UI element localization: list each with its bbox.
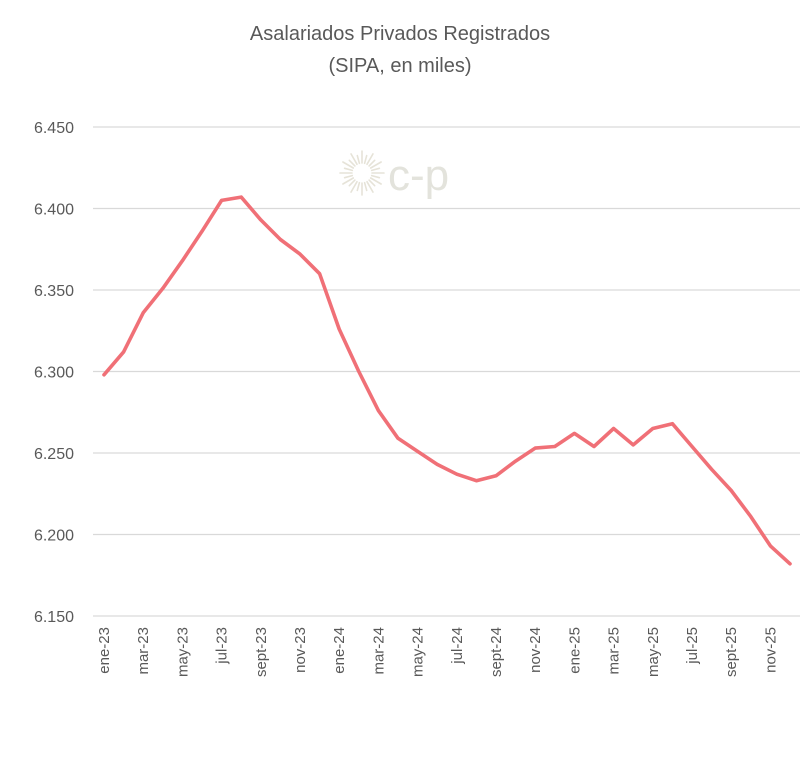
data-point (768, 544, 772, 548)
sun-ray (356, 154, 361, 165)
data-point (690, 445, 694, 448)
y-tick-label: 6.400 (34, 202, 74, 219)
data-point (670, 422, 674, 426)
sun-ray (356, 181, 361, 192)
watermark-text: c-p (388, 151, 449, 200)
x-tick-label: may-25 (645, 627, 662, 677)
sun-ray (343, 174, 354, 179)
chart-title: Asalariados Privados Registrados (250, 23, 550, 45)
data-point (533, 446, 537, 450)
data-point (161, 286, 165, 290)
x-tick-label: sept-24 (488, 627, 505, 677)
data-point (612, 427, 616, 430)
sun-ray (348, 179, 356, 187)
sun-ray (350, 153, 358, 166)
y-tick-label: 6.250 (34, 446, 74, 463)
x-tick-label: jul-24 (449, 627, 466, 665)
x-tick-label: may-24 (410, 627, 427, 677)
sun-logo-icon (339, 150, 385, 196)
data-point (259, 218, 263, 222)
sun-ray (342, 161, 355, 169)
data-point (788, 562, 792, 566)
series-line (102, 195, 792, 566)
data-point (710, 467, 714, 471)
sun-ray (368, 159, 376, 167)
x-tick-label: ene-23 (96, 627, 113, 674)
data-point (592, 445, 596, 448)
x-axis-ticks: ene-23 mar-23 may-23 jul-23 sept-23 nov-23 ene… (96, 627, 779, 677)
x-tick-label: mar-24 (370, 627, 387, 675)
data-point (200, 229, 204, 233)
data-point (435, 462, 439, 466)
data-point (514, 459, 518, 463)
x-tick-label: sept-23 (253, 627, 270, 677)
data-point (729, 489, 733, 492)
x-tick-label: sept-25 (723, 627, 740, 677)
data-point (474, 479, 478, 483)
x-tick-label: jul-25 (684, 627, 701, 665)
data-point (337, 327, 341, 331)
data-point (494, 474, 498, 478)
data-point (553, 445, 557, 448)
data-point (102, 373, 106, 377)
x-tick-label: nov-23 (292, 627, 309, 673)
data-point (220, 198, 224, 202)
y-tick-label: 6.200 (34, 528, 74, 545)
x-tick-label: ene-24 (331, 627, 348, 674)
sun-ray (342, 177, 355, 185)
sun-ray (370, 167, 381, 172)
x-tick-label: mar-25 (606, 627, 623, 675)
data-point (122, 350, 126, 354)
sun-ray (370, 174, 381, 179)
chart-subtitle: (SIPA, en miles) (329, 55, 472, 77)
sun-ray (369, 161, 382, 169)
gridlines (93, 126, 800, 617)
data-point (455, 472, 459, 476)
data-point (239, 195, 243, 199)
data-point (572, 431, 576, 435)
data-point (180, 259, 184, 263)
sun-ray (368, 179, 376, 187)
data-point (631, 443, 635, 447)
data-point (651, 427, 655, 430)
sun-ray (366, 180, 374, 193)
watermark-logo: c-p (339, 150, 449, 200)
y-tick-label: 6.450 (34, 120, 74, 137)
x-tick-label: nov-25 (762, 627, 779, 673)
data-point (376, 409, 380, 413)
y-axis-ticks: 6.150 6.200 6.250 6.300 6.350 6.400 6.450 (34, 120, 74, 626)
series-layer (102, 195, 792, 566)
data-point (357, 370, 361, 373)
y-tick-label: 6.350 (34, 283, 74, 300)
y-tick-label: 6.150 (34, 609, 74, 626)
sun-ray (366, 153, 374, 166)
data-point (278, 238, 282, 241)
x-tick-label: jul-23 (214, 627, 231, 665)
data-point (141, 311, 145, 315)
sun-ray (350, 180, 358, 193)
sun-ray (343, 167, 354, 172)
data-point (416, 449, 420, 453)
x-tick-label: may-23 (174, 627, 191, 677)
sun-ray (363, 181, 368, 192)
sun-ray (348, 159, 356, 167)
data-point (298, 252, 302, 256)
x-tick-label: nov-24 (527, 627, 544, 673)
x-tick-label: mar-23 (135, 627, 152, 675)
sun-ray (369, 177, 382, 185)
x-tick-label: ene-25 (566, 627, 583, 674)
sun-ray (363, 154, 368, 165)
data-point (318, 272, 322, 276)
data-point (749, 515, 753, 519)
y-tick-label: 6.300 (34, 365, 74, 382)
data-point (396, 436, 400, 440)
